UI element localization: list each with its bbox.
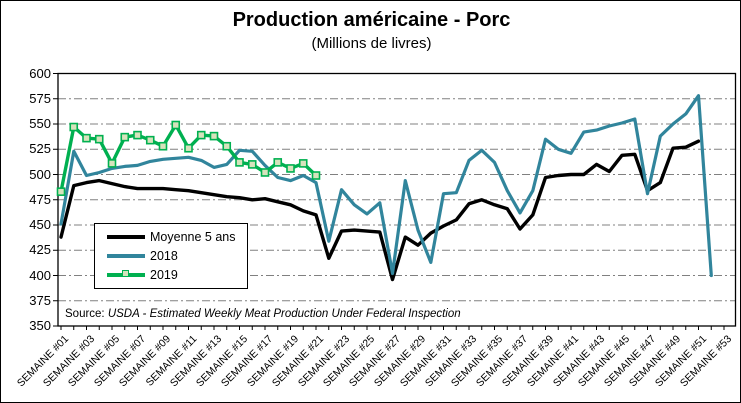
series-marker	[260, 168, 270, 177]
y-tick-label: 375	[29, 292, 51, 308]
legend-item-2019: 2019	[107, 266, 247, 284]
chart-subtitle: (Millions de livres)	[311, 35, 432, 52]
legend-label: Moyenne 5 ans	[150, 230, 236, 245]
legend-line-sample	[107, 235, 145, 240]
y-tick-label: 450	[29, 217, 51, 232]
source-note: Source: USDA - Estimated Weekly Meat Pro…	[65, 308, 461, 320]
legend-label: 2018	[150, 248, 178, 263]
series-marker	[94, 134, 104, 144]
series-marker	[69, 122, 79, 132]
series-marker	[286, 164, 295, 173]
series-marker	[247, 160, 257, 169]
y-tick-label: 600	[29, 65, 51, 81]
series-marker	[298, 159, 308, 168]
series-marker	[56, 187, 66, 196]
legend-square-marker	[122, 269, 129, 277]
series-marker	[158, 141, 168, 151]
y-tick-label: 425	[29, 242, 51, 258]
source-prefix: Source:	[65, 308, 108, 320]
legend-label: 2019	[150, 267, 178, 282]
series-marker	[209, 131, 219, 141]
y-tick-label: 400	[29, 267, 51, 283]
series-marker	[273, 158, 283, 167]
series-marker	[171, 120, 181, 130]
y-tick-label: 500	[29, 166, 51, 182]
legend-item-moyenne-5-ans: Moyenne 5 ans	[107, 228, 247, 246]
series-marker	[107, 159, 117, 168]
series-marker	[133, 130, 142, 140]
series-marker	[120, 132, 130, 142]
series-marker	[235, 158, 244, 167]
series-line-2018	[59, 94, 713, 278]
series-marker	[311, 171, 321, 180]
series-marker	[82, 133, 91, 143]
y-tick-label: 475	[29, 191, 51, 207]
legend-line-sample	[107, 253, 145, 258]
series-marker	[196, 130, 206, 140]
y-tick-label: 350	[29, 318, 51, 333]
series-marker	[184, 143, 193, 153]
legend-item-2018: 2018	[107, 247, 247, 265]
y-tick-label: 550	[29, 116, 51, 131]
series-marker	[222, 141, 232, 151]
source-text: USDA - Estimated Weekly Meat Production …	[107, 308, 461, 320]
series-line-moyenne-5-ans	[59, 139, 701, 282]
series-marker	[145, 135, 155, 145]
y-tick-label: 575	[29, 90, 51, 106]
chart-legend: Moyenne 5 ans 2018 2019	[94, 223, 248, 289]
chart-title: Production américaine - Porc	[232, 9, 511, 31]
y-tick-label: 525	[29, 141, 51, 157]
legend-line-sample	[107, 269, 145, 277]
